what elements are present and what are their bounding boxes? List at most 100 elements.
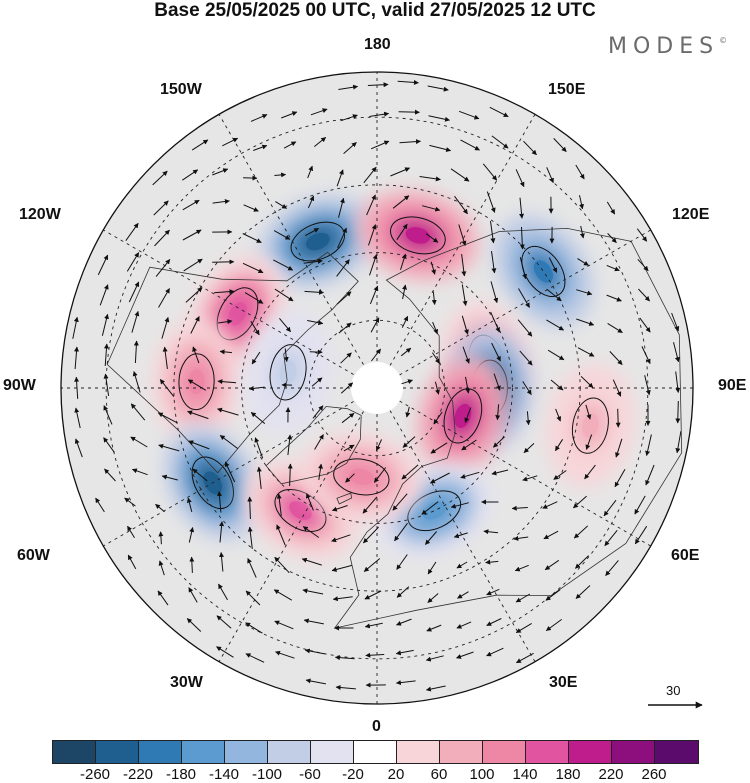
wind-arrow: [242, 262, 264, 274]
wind-arrow: [522, 475, 538, 482]
wind-arrow: [573, 525, 589, 539]
wind-arrow: [490, 281, 499, 304]
wind-arrow: [281, 111, 298, 119]
wind-arrow: [396, 618, 412, 626]
wind-arrow: [639, 317, 651, 333]
wind-arrow: [615, 438, 623, 458]
wind-arrow: [491, 135, 509, 149]
wind-arrow: [519, 350, 533, 366]
wind-arrow: [369, 254, 378, 276]
lon-label-180: 180: [364, 36, 391, 53]
wind-arrow: [490, 221, 496, 244]
colorbar-swatch: [311, 741, 354, 763]
wind-arrow: [430, 442, 448, 454]
wind-arrow: [188, 587, 198, 603]
wind-arrow: [182, 199, 200, 211]
north-america-outline: [106, 251, 359, 474]
page-title: Base 25/05/2025 00 UTC, valid 27/05/2025…: [154, 0, 596, 21]
wind-arrow: [547, 349, 565, 361]
wind-arrow: [421, 501, 439, 515]
wind-arrow: [634, 525, 648, 545]
wind-arrow: [603, 499, 617, 517]
wind-arrow: [247, 526, 253, 549]
wind-arrow: [162, 346, 168, 369]
wind-arrow: [461, 439, 477, 451]
wind-arrow: [606, 294, 622, 302]
wind-arrow: [190, 316, 200, 334]
wind-arrow: [523, 140, 537, 156]
wind-arrow: [158, 443, 180, 452]
wind-arrow: [217, 407, 239, 416]
wind-arrow: [609, 351, 623, 365]
wind-arrow: [545, 618, 562, 632]
lon-label-60e: 60E: [671, 547, 700, 564]
wind-arrow: [607, 322, 623, 334]
wind-arrow: [419, 176, 441, 182]
wind-arrow: [456, 621, 472, 629]
wind-arrow: [307, 165, 313, 179]
wind-arrow: [336, 259, 350, 277]
colorbar-tick-label: 100: [469, 766, 495, 783]
wind-arrow: [546, 319, 565, 331]
wind-arrow: [274, 172, 287, 178]
anomaly-contour: [521, 245, 566, 297]
wind-arrow: [485, 559, 499, 565]
wind-arrow: [331, 505, 348, 512]
wind-arrow: [579, 195, 584, 210]
wind-arrow: [182, 169, 199, 181]
colorbar-tick-label: 60: [430, 766, 448, 783]
wind-arrow: [460, 471, 480, 479]
wind-arrow: [340, 114, 358, 122]
wind-arrow: [573, 495, 587, 509]
colorbar-tick-label: 140: [512, 766, 538, 783]
wind-arrow: [546, 167, 554, 184]
wind-arrow: [217, 379, 237, 385]
colorbar-swatch: [612, 741, 655, 763]
wind-arrow: [637, 258, 649, 272]
wind-arrow: [243, 204, 259, 212]
lon-label-0: 0: [372, 718, 381, 735]
wind-arrow: [673, 342, 680, 363]
wind-arrow: [251, 351, 261, 365]
wind-arrow: [191, 139, 209, 151]
wind-arrow: [486, 191, 496, 213]
anomaly-contour: [390, 216, 446, 255]
wind-arrow: [461, 315, 469, 335]
wind-arrow: [426, 624, 442, 632]
wind-arrow: [103, 343, 109, 367]
wind-arrow: [615, 408, 621, 428]
wind-arrow: [396, 554, 408, 570]
wind-arrow: [247, 557, 257, 578]
wind-vectors: [72, 79, 682, 692]
wind-arrow: [275, 201, 288, 209]
wind-arrow: [273, 230, 291, 240]
wind-arrow: [422, 205, 441, 212]
wind-arrow: [332, 596, 353, 602]
wind-arrow: [274, 288, 294, 302]
wind-arrow: [363, 526, 379, 544]
wind-arrow: [131, 310, 140, 333]
wind-arrow: [515, 169, 525, 188]
anomaly-contour: [333, 458, 390, 496]
latitude-circle: [241, 252, 513, 524]
wind-arrow: [104, 468, 116, 482]
wind-arrow: [511, 505, 528, 511]
wind-arrow: [483, 529, 499, 535]
wind-arrow: [482, 163, 498, 181]
wind-arrow: [515, 622, 532, 634]
wind-arrow: [154, 229, 170, 247]
wind-arrow: [395, 680, 416, 686]
wind-arrow: [493, 436, 505, 448]
wind-arrow: [400, 347, 412, 357]
wind-arrow: [544, 559, 560, 571]
wind-arrow: [305, 493, 314, 511]
wind-arrow: [130, 403, 146, 421]
wind-arrow: [371, 348, 381, 362]
wind-arrow: [462, 346, 470, 364]
wind-arrow: [152, 170, 168, 186]
wind-arrow: [398, 109, 420, 115]
wind-arrow: [157, 412, 178, 424]
wind-arrow: [604, 529, 618, 547]
colorbar-swatch: [225, 741, 268, 763]
wind-arrow: [132, 371, 141, 393]
